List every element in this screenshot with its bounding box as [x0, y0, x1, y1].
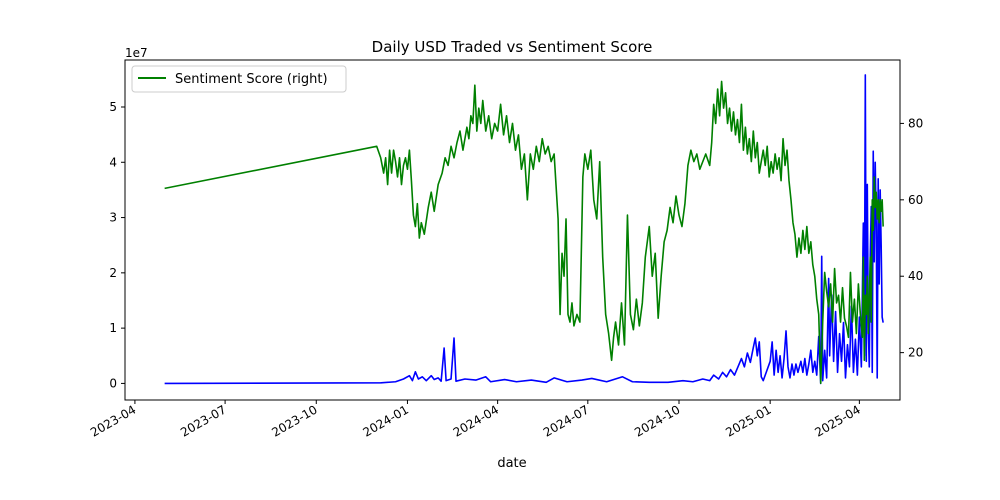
right-tick-label: 20: [908, 346, 923, 360]
right-tick-label: 80: [908, 116, 923, 130]
plot-frame: [124, 59, 901, 401]
left-tick-label: 3: [109, 211, 117, 225]
legend: Sentiment Score (right): [131, 65, 347, 93]
right-tick-label: 60: [908, 193, 923, 207]
left-tick-label: 5: [109, 100, 117, 114]
series-layer: [164, 74, 884, 385]
left-tick-label: 2: [109, 266, 117, 280]
legend-label-sentiment: Sentiment Score (right): [175, 72, 328, 87]
right-tick-label: 40: [908, 269, 923, 283]
left-tick-label: 4: [109, 155, 117, 169]
right-y-axis: 20 40 60 80: [900, 116, 923, 360]
left-tick-label: 0: [109, 376, 117, 390]
sentiment-score-line: [164, 80, 884, 384]
left-tick-label: 1: [109, 321, 117, 335]
left-axis-multiplier: 1e7: [125, 46, 148, 60]
left-y-axis: 0 1 2 3 4 5: [109, 100, 125, 390]
legend-box: [131, 65, 347, 93]
x-axis-label: date: [497, 456, 526, 471]
chart-title: Daily USD Traded vs Sentiment Score: [372, 38, 653, 56]
usd-traded-line: [164, 74, 884, 385]
